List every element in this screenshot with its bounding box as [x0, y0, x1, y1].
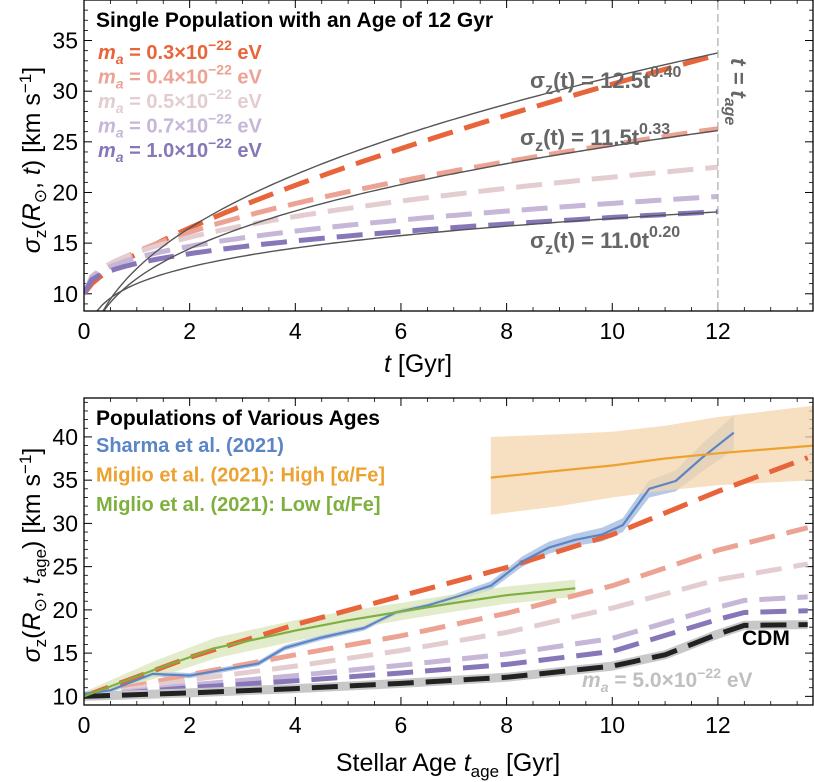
- model-line-6: [84, 622, 808, 699]
- y-tick-label-5: 35: [52, 467, 78, 493]
- y-tick-label-3: 25: [52, 129, 78, 155]
- legend-entry-1: ma = 0.4×10−22 eV: [98, 62, 263, 92]
- y-tick-label-4: 30: [52, 510, 78, 536]
- bottom-legend-entry-2: Miglio et al. (2021): Low [α/Fe]: [96, 494, 381, 516]
- age-label: t = tage: [721, 58, 751, 125]
- legend-entry-2: ma = 0.5×10−22 eV: [98, 86, 263, 116]
- x-tick-label-3: 6: [395, 318, 408, 344]
- fit-line-1: [102, 129, 718, 311]
- series-line-1: [84, 126, 719, 295]
- y-tick-label-2: 20: [52, 597, 78, 623]
- x-tick-label-2: 4: [289, 318, 302, 344]
- x-tick-label-2: 4: [289, 712, 302, 738]
- legend-entry-4: ma = 1.0×10−22 eV: [98, 135, 263, 165]
- bottom-title: Populations of Various Ages: [96, 407, 380, 430]
- model-line-3: [84, 594, 808, 699]
- x-tick-label-5: 10: [599, 712, 625, 738]
- obs-line-2: [84, 587, 576, 698]
- y-tick-label-2: 20: [52, 179, 78, 205]
- series-line-4: [84, 209, 719, 296]
- top-title: Single Population with an Age of 12 Gyr: [96, 9, 493, 32]
- top-x-axis-title: t [Gyr]: [384, 350, 452, 378]
- y-tick-label-1: 15: [52, 640, 78, 666]
- bottom-y-tick-labels: 10 15 20 25 30 35 40: [52, 424, 78, 709]
- obs-band-2: [84, 579, 576, 701]
- bottom-ticks: [83, 398, 813, 706]
- bottom-x-tick-labels: 0 2 4 6 8 10 12: [78, 712, 731, 738]
- top-frame: [83, 0, 814, 312]
- obs-line-1: [490, 444, 813, 479]
- bottom-legend-entry-1: Miglio et al. (2021): High [α/Fe]: [96, 465, 385, 487]
- bottom-observations: [84, 431, 813, 698]
- y-tick-label-1: 15: [52, 230, 78, 256]
- top-fits: [96, 52, 719, 311]
- y-tick-label-3: 25: [52, 554, 78, 580]
- bottom-y-axis-title: σz(R⊙, tage) [km s−1]: [16, 448, 50, 663]
- bottom-frame: [83, 397, 814, 706]
- x-tick-label-0: 0: [78, 712, 91, 738]
- model-line-2: [84, 561, 809, 699]
- bottom-panel: 0 2 4 6 8 10 12 10 15 20 25 30 35 40 Populations of …: [16, 397, 814, 781]
- bottom-legend-entry-0: Sharma et al. (2021): [96, 435, 284, 457]
- x-tick-label-3: 6: [395, 712, 408, 738]
- x-tick-label-4: 8: [500, 318, 513, 344]
- legend-entry-0: ma = 0.3×10−22 eV: [98, 37, 263, 67]
- x-tick-label-5: 10: [599, 318, 625, 344]
- fit-line-2: [96, 211, 718, 311]
- x-tick-label-0: 0: [78, 318, 91, 344]
- fit-line-0: [102, 52, 719, 311]
- x-tick-label-1: 2: [183, 712, 196, 738]
- model-line-4: [84, 608, 808, 699]
- top-y-axis-title: σz(R⊙, t) [km s−1]: [16, 67, 50, 253]
- obs-line-0: [84, 431, 735, 695]
- x-tick-label-1: 2: [183, 318, 196, 344]
- series-line-3: [84, 194, 719, 295]
- series-line-2: [84, 164, 719, 295]
- bottom-x-axis-title: Stellar Age tage [Gyr]: [336, 749, 560, 781]
- fit-label-0: σz(t) = 12.5t0.40: [530, 64, 682, 98]
- x-tick-label-6: 12: [705, 712, 731, 738]
- y-tick-label-6: 40: [52, 424, 78, 450]
- top-x-tick-labels: 0 2 4 6 8 10 12: [78, 318, 731, 344]
- legend-entry-3: ma = 0.7×10−22 eV: [98, 111, 263, 141]
- bottom-legend: Sharma et al. (2021) Miglio et al. (2021)…: [96, 435, 385, 516]
- fit-label-2: σz(t) = 11.0t0.20: [530, 224, 680, 258]
- cdm-label: CDM: [742, 627, 790, 650]
- y-tick-label-5: 35: [52, 28, 78, 54]
- fit-label-1: σz(t) = 11.5t0.33: [520, 121, 670, 155]
- y-tick-label-0: 10: [52, 683, 78, 709]
- y-tick-label-4: 30: [52, 78, 78, 104]
- fuzzy-mass-label: ma = 5.0×10−22 eV: [582, 665, 753, 695]
- top-panel: 0 2 4 6 8 10 12 10 15 20 25 30 35 Single Population…: [16, 0, 814, 378]
- top-y-tick-labels: 10 15 20 25 30 35: [52, 28, 78, 307]
- x-tick-label-4: 8: [500, 712, 513, 738]
- x-tick-label-6: 12: [705, 318, 731, 344]
- y-tick-label-0: 10: [52, 281, 78, 307]
